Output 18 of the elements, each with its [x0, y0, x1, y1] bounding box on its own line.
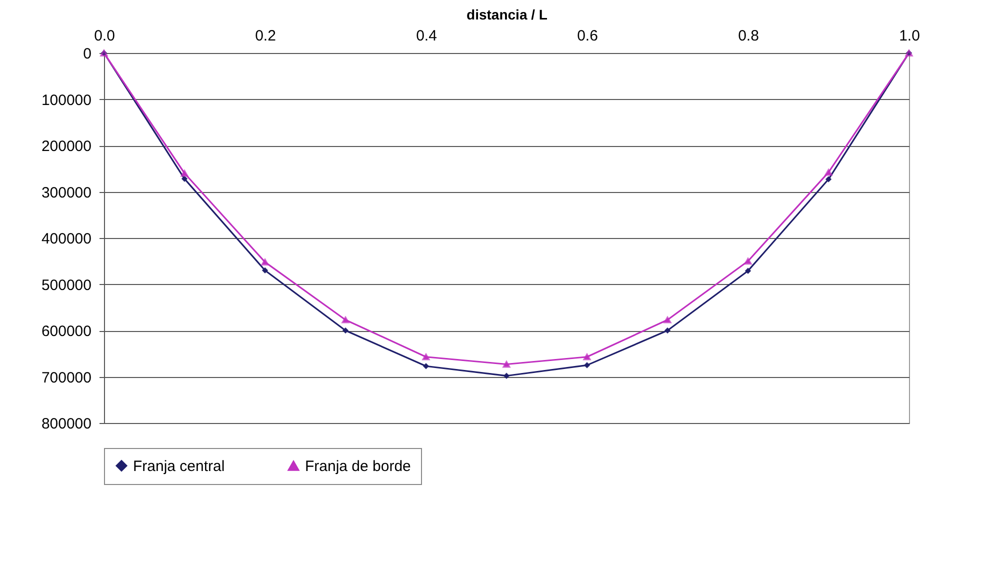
y-tick-label: 600000	[41, 323, 92, 340]
x-tick-label: 0.6	[577, 28, 598, 44]
y-tick-label: 400000	[41, 230, 92, 248]
y-tick-label: 700000	[41, 369, 92, 386]
y-tick-label: 200000	[41, 138, 92, 155]
y-tick-label: 800000	[41, 416, 92, 432]
y-tick-label: 100000	[41, 92, 92, 109]
legend-label: Franja central	[133, 458, 225, 475]
legend-label: Franja de borde	[305, 458, 411, 475]
y-tick-label: 0	[83, 46, 92, 62]
y-tick-label: 300000	[41, 184, 92, 202]
y-tick-label: 500000	[41, 276, 92, 294]
x-tick-label: 0.2	[255, 28, 276, 44]
x-tick-label: 1.0	[899, 28, 920, 44]
x-axis-title: distancia / L	[466, 6, 548, 22]
x-tick-label: 0.8	[738, 28, 759, 44]
x-tick-label: 0.4	[416, 28, 437, 44]
x-tick-label: 0.0	[94, 28, 115, 44]
